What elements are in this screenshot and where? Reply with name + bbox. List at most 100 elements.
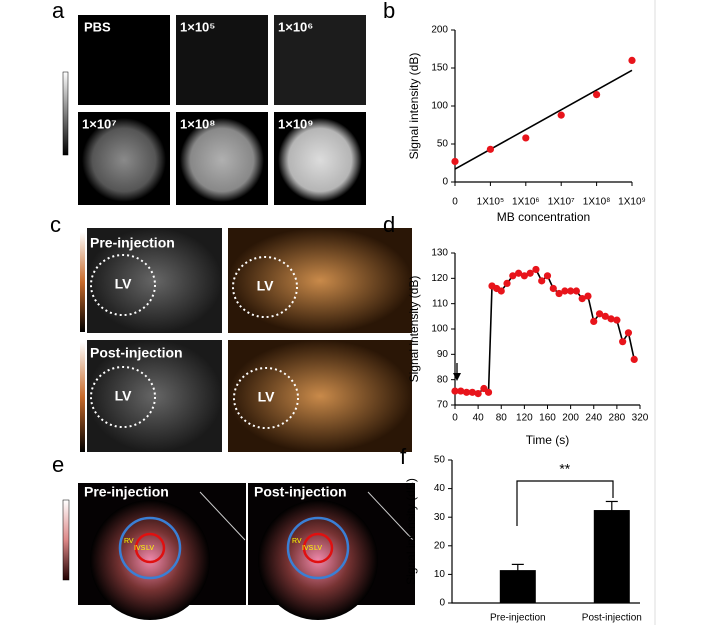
roi-label: LV bbox=[258, 389, 276, 405]
point bbox=[532, 265, 540, 274]
y-tick-label: 30 bbox=[434, 512, 446, 523]
point bbox=[468, 388, 476, 396]
panel-label: b bbox=[383, 0, 395, 23]
x-tick-label: 1X10⁶ bbox=[512, 197, 539, 208]
image-label: 1×10⁹ bbox=[278, 116, 313, 131]
x-tick-label: 240 bbox=[585, 413, 602, 424]
point bbox=[486, 145, 494, 153]
roi-label: LV bbox=[257, 278, 275, 294]
point bbox=[619, 338, 627, 346]
roi bbox=[233, 367, 299, 429]
point bbox=[451, 387, 459, 395]
panel-label: c bbox=[50, 212, 61, 237]
image-label: 1×10⁶ bbox=[278, 19, 313, 34]
point bbox=[613, 316, 621, 324]
y-axis-label: Signal intensity (dB) bbox=[407, 53, 421, 160]
image bbox=[87, 340, 222, 452]
y-tick-label: 50 bbox=[434, 455, 446, 466]
image-label: Post-injection bbox=[90, 345, 183, 361]
point bbox=[561, 287, 569, 295]
image-label: 1×10⁵ bbox=[180, 19, 215, 34]
panel-label: e bbox=[52, 452, 64, 477]
point bbox=[607, 315, 615, 323]
colorbar bbox=[62, 499, 70, 581]
bar bbox=[593, 510, 630, 603]
roi bbox=[118, 516, 182, 580]
y-tick-label: 90 bbox=[437, 349, 449, 360]
image-signal bbox=[278, 118, 362, 202]
y-tick-label: 200 bbox=[431, 25, 448, 36]
image-signal bbox=[82, 118, 166, 202]
y-tick-label: 100 bbox=[431, 324, 448, 335]
x-tick-label: 0 bbox=[452, 413, 458, 424]
x-tick-label: 1X10⁷ bbox=[548, 197, 575, 208]
point bbox=[520, 272, 528, 280]
y-tick-label: 0 bbox=[439, 598, 445, 609]
colorbar bbox=[62, 71, 69, 156]
point bbox=[567, 287, 575, 295]
image bbox=[78, 15, 170, 105]
point bbox=[630, 355, 638, 363]
image bbox=[87, 228, 222, 333]
point bbox=[543, 272, 552, 280]
roi bbox=[90, 366, 156, 428]
panel-label: a bbox=[52, 0, 65, 23]
x-tick-label: 80 bbox=[496, 413, 508, 424]
y-tick-label: 50 bbox=[437, 139, 449, 150]
image-label: 1×10⁸ bbox=[180, 116, 215, 131]
panel-label: f bbox=[400, 444, 407, 469]
roi bbox=[302, 532, 334, 564]
point bbox=[538, 277, 546, 285]
x-tick-label: 120 bbox=[516, 413, 533, 424]
x-tick-label: 200 bbox=[562, 413, 579, 424]
point bbox=[572, 287, 581, 295]
y-tick-label: 0 bbox=[442, 177, 448, 188]
y-tick-label: 120 bbox=[431, 273, 448, 284]
image bbox=[176, 15, 268, 105]
colorbar bbox=[80, 342, 85, 452]
panel-c-images: Pre-injection Post-injection LV LV LV LV bbox=[80, 228, 412, 452]
x-axis-label: Time (s) bbox=[526, 433, 570, 447]
image-label: Pre-injection bbox=[90, 235, 175, 251]
panel-label: d bbox=[383, 212, 395, 237]
roi bbox=[90, 254, 156, 316]
image-label: PBS bbox=[84, 19, 111, 34]
point bbox=[584, 292, 592, 300]
region-label: IVS bbox=[134, 545, 146, 552]
x-tick-label: 160 bbox=[539, 413, 556, 424]
point bbox=[497, 287, 505, 295]
point bbox=[601, 312, 609, 320]
panel-a-images: PBS 1×10⁵ 1×10⁶ 1×10⁷ 1×10⁸ 1×10⁹ bbox=[62, 15, 366, 205]
image bbox=[274, 15, 366, 105]
image-label: Post-injection bbox=[254, 484, 347, 500]
image-signal bbox=[180, 118, 264, 202]
y-tick-label: 130 bbox=[431, 248, 448, 259]
image-label: 1×10⁷ bbox=[82, 116, 117, 131]
point bbox=[624, 329, 633, 337]
point bbox=[526, 269, 534, 277]
image-label: Pre-injection bbox=[84, 484, 169, 500]
y-tick-label: 20 bbox=[434, 540, 446, 551]
image-signal bbox=[90, 500, 210, 620]
point bbox=[590, 317, 598, 325]
y-tick-label: 80 bbox=[437, 374, 449, 385]
probe-line bbox=[199, 491, 246, 541]
colorbar bbox=[80, 232, 85, 332]
point bbox=[522, 134, 530, 142]
point bbox=[593, 91, 601, 99]
point bbox=[628, 56, 636, 64]
panel-e-images: Pre-injection Post-injection RV IVS LV R… bbox=[62, 483, 415, 620]
image bbox=[228, 340, 412, 452]
trendline bbox=[454, 69, 633, 170]
y-axis-label: Signal intensity (dB) bbox=[407, 276, 421, 383]
y-tick-label: 10 bbox=[434, 569, 446, 580]
point bbox=[503, 279, 511, 287]
point bbox=[555, 289, 563, 298]
roi bbox=[134, 532, 166, 564]
y-tick-label: 100 bbox=[431, 101, 448, 112]
probe-line bbox=[367, 491, 414, 541]
region-label: IVS bbox=[302, 545, 314, 552]
point bbox=[595, 310, 604, 318]
x-tick-label: 0 bbox=[452, 197, 458, 208]
